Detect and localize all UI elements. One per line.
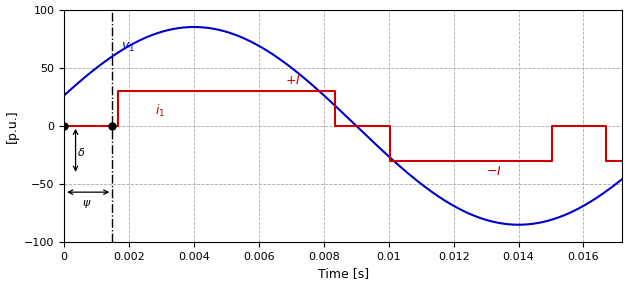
Text: $v_1$: $v_1$	[121, 41, 135, 54]
Text: $+I$: $+I$	[285, 74, 301, 87]
Text: $-I$: $-I$	[486, 165, 502, 178]
Y-axis label: [p.u.]: [p.u.]	[6, 109, 19, 143]
X-axis label: Time [s]: Time [s]	[318, 267, 369, 281]
Text: $i_1$: $i_1$	[155, 104, 165, 120]
Text: $\psi$: $\psi$	[82, 198, 91, 210]
Text: $\delta$: $\delta$	[77, 146, 85, 158]
